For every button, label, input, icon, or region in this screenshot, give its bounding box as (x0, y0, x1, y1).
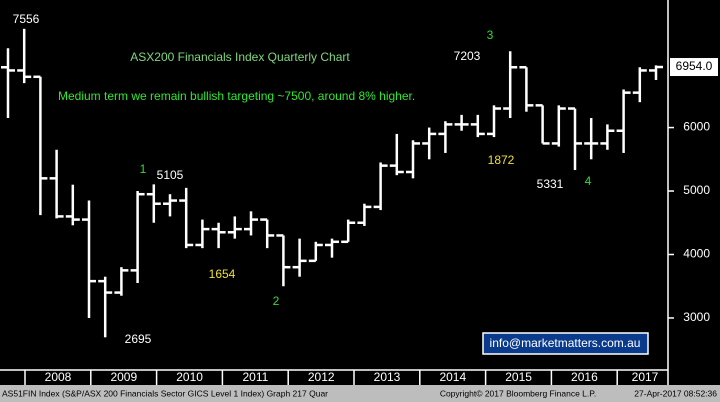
x-tick-label: 2011 (242, 370, 268, 384)
annotation: 1 (140, 162, 147, 176)
watermark: info@marketmatters.com.au (490, 336, 641, 350)
annotation: 5331 (537, 177, 564, 191)
annotation: 1872 (488, 153, 515, 167)
x-tick-label: 2012 (308, 370, 335, 384)
watermark-box (482, 332, 649, 355)
y-tick-label: 4000 (683, 247, 710, 261)
annotation: 2 (273, 294, 280, 308)
y-tick-label: 5000 (683, 183, 710, 197)
footer-mid: Copyright© 2017 Bloomberg Finance L.P. (440, 388, 596, 398)
x-tick-label: 2008 (45, 370, 72, 384)
last-price-label: 6954.0 (676, 59, 713, 73)
x-tick-label: 2013 (374, 370, 401, 384)
x-tick-label: 2017 (632, 370, 659, 384)
annotation: 2695 (125, 332, 152, 346)
y-tick-label: 3000 (683, 310, 710, 324)
chart-title: ASX200 Financials Index Quarterly Chart (130, 50, 350, 64)
annotation: 5105 (157, 168, 184, 182)
chart-subtitle: Medium term we remain bullish targeting … (58, 89, 415, 103)
annotation: 4 (585, 174, 592, 188)
x-tick-label: 2010 (176, 370, 203, 384)
x-tick-label: 2014 (439, 370, 466, 384)
x-tick-label: 2016 (571, 370, 598, 384)
annotation: 7203 (454, 49, 481, 63)
x-tick-label: 2015 (505, 370, 532, 384)
footer-right: 27-Apr-2017 08:52:36 (634, 388, 717, 398)
last-price-box (670, 58, 718, 77)
footer-bar (0, 385, 720, 402)
annotation: 3 (487, 28, 494, 42)
footer-left: AS51FIN Index (S&P/ASX 200 Financials Se… (2, 388, 328, 398)
annotation: 1654 (209, 267, 236, 281)
x-tick-label: 2009 (110, 370, 137, 384)
y-tick-label: 6000 (683, 120, 710, 134)
annotation: 7556 (13, 12, 40, 26)
